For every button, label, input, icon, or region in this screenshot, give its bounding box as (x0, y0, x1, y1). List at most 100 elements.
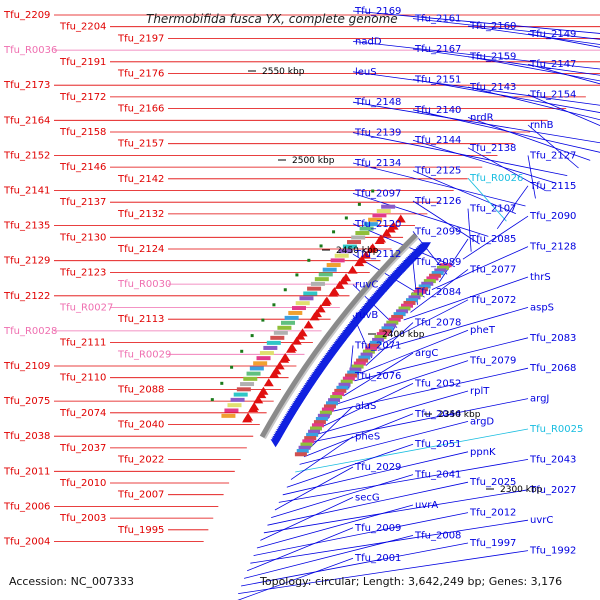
gene-label-left: Tfu_2130 (59, 232, 106, 243)
gene-label-left: Tfu_2074 (59, 408, 106, 419)
leader-line (237, 557, 354, 600)
cog-box (411, 292, 424, 297)
cog-box (303, 291, 318, 296)
position-tick-label: 2500 kbp (292, 156, 335, 166)
cog-box (338, 249, 353, 254)
leader-line (267, 481, 469, 526)
cog-box (291, 306, 306, 311)
reverse-gene-arrow (253, 395, 264, 404)
reverse-gene-arrow (295, 331, 306, 340)
gene-label-right: Tfu_2079 (469, 356, 516, 367)
gene-label-right: leuS (355, 67, 377, 78)
leader-line (352, 10, 600, 34)
cog-box (298, 445, 311, 450)
cog-box (313, 420, 326, 425)
cog-box (330, 258, 345, 263)
gene-label-right: aspS (530, 302, 554, 313)
gene-label-right: ruvC (355, 280, 378, 291)
cog-box (360, 352, 373, 357)
cog-box (383, 323, 396, 328)
cog-box (426, 276, 439, 281)
cog-box (318, 272, 333, 277)
accession-text: Accession: NC_007333 (9, 575, 135, 588)
leader-line (352, 101, 600, 144)
gene-label-left: Tfu_2075 (3, 396, 50, 407)
leader-line (527, 155, 536, 199)
gene-label-right: Tfu_2160 (469, 21, 516, 32)
gene-label-left: Tfu_2110 (59, 373, 106, 384)
gene-label-right: pheT (470, 325, 496, 336)
gene-label-left: Tfu_2038 (3, 431, 50, 442)
gene-label-right: Tfu_2134 (354, 158, 401, 169)
cog-box (345, 373, 358, 378)
cog-box (340, 379, 353, 384)
cog-box (429, 273, 442, 278)
gene-label-left: Tfu_2176 (117, 69, 164, 80)
gene-label-left: Tfu_2173 (3, 80, 50, 91)
reverse-gene-arrow (328, 288, 339, 297)
gene-label-right: Tfu_2090 (529, 211, 576, 222)
cog-box (362, 349, 375, 354)
cog-box (338, 382, 351, 387)
leader-line (365, 322, 414, 366)
cog-box (405, 298, 418, 303)
gene-label-left: Tfu_2007 (117, 490, 164, 501)
gene-label-right: Tfu_2041 (414, 470, 461, 481)
cog-box (246, 371, 261, 376)
leader-line (247, 527, 354, 572)
leader-line (260, 497, 354, 541)
gene-label-right: Tfu_2001 (354, 553, 401, 564)
gene-label-right: Tfu_2078 (414, 318, 461, 329)
leader-line (238, 550, 529, 594)
gene-label-right: Tfu_2071 (354, 340, 401, 351)
leader-line (352, 41, 600, 70)
map-title: Thermobifida fusca YX, complete genome (146, 12, 398, 26)
cog-box (349, 367, 362, 372)
leader-line (295, 428, 529, 473)
reverse-gene-arrow (395, 214, 406, 223)
cog-box (400, 303, 413, 308)
gene-label-right: Tfu_2140 (414, 105, 461, 116)
gene-label-left: Tfu_2197 (117, 33, 164, 44)
cog-box (308, 429, 321, 434)
gene-label-left: Tfu_R0029 (117, 349, 171, 360)
reverse-gene-arrow (320, 298, 331, 307)
gene-label-left: Tfu_2142 (117, 174, 164, 185)
cog-box (351, 235, 366, 240)
cog-box (277, 325, 292, 330)
cog-box (227, 403, 242, 408)
cog-box (323, 404, 336, 409)
cog-box (386, 320, 399, 325)
gene-label-right: Tfu_2029 (354, 462, 401, 473)
gene-label-right: Tfu_2169 (354, 6, 401, 17)
cog-box (273, 330, 288, 335)
cog-box (330, 395, 343, 400)
gene-label-left: Tfu_2003 (59, 513, 106, 524)
leader-line (462, 215, 529, 260)
gene-label-right: alaS (355, 401, 376, 412)
gene-label-right: rplT (470, 386, 490, 397)
gene-label-left: Tfu_2157 (117, 139, 164, 150)
reverse-gene-arrow (256, 390, 267, 399)
cog-box (332, 391, 345, 396)
cog-box (379, 329, 392, 334)
gene-label-left: Tfu_2172 (59, 92, 106, 103)
gene-label-left: Tfu_2111 (59, 338, 106, 349)
gene-label-right: Tfu_2112 (354, 249, 401, 260)
cog-box (368, 217, 383, 222)
gene-label-right: Tfu_2148 (354, 97, 401, 108)
gene-label-right: Tfu_2027 (529, 485, 576, 496)
cog-box (302, 439, 315, 444)
gene-label-right: Tfu_2008 (414, 530, 461, 541)
cog-box (347, 240, 362, 245)
cog-box (288, 310, 303, 315)
gene-label-right: Tfu_2099 (414, 226, 461, 237)
cog-box (309, 426, 322, 431)
genome-backbone (259, 233, 419, 440)
gene-label-right: uvrC (530, 515, 553, 526)
leader-line (527, 63, 600, 85)
cog-box (359, 226, 374, 231)
cog-box (300, 442, 313, 447)
gene-label-left: Tfu_2122 (3, 291, 50, 302)
cog-box (358, 355, 371, 360)
